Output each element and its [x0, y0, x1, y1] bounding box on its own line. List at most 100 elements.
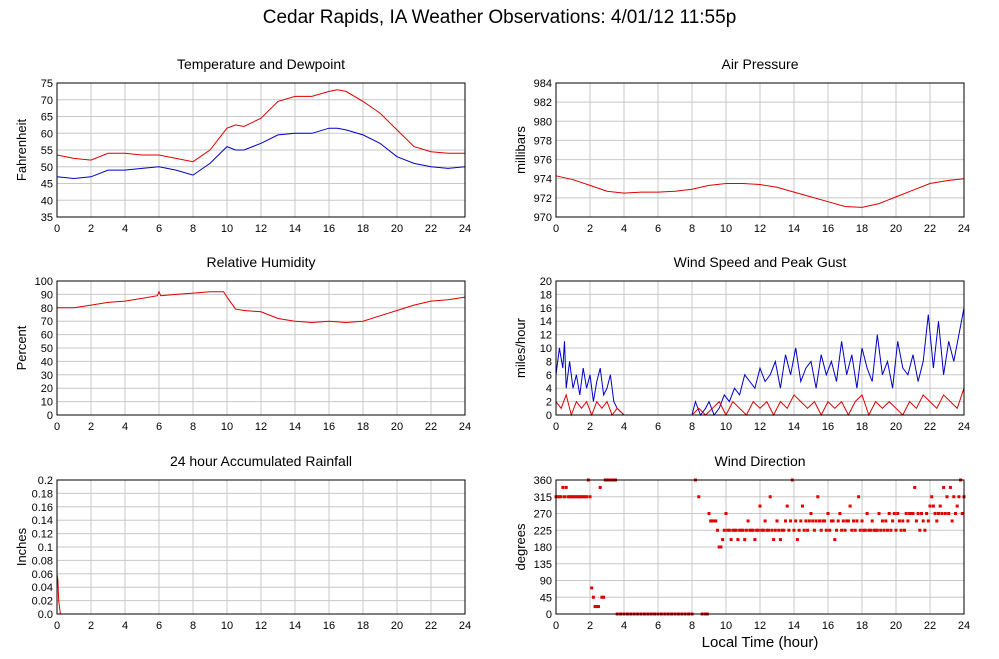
- y-tick-label: 90: [540, 576, 552, 588]
- data-point: [802, 528, 806, 532]
- y-axis-label: Fahrenheit: [14, 119, 29, 182]
- data-point: [814, 519, 818, 523]
- data-point: [931, 504, 935, 508]
- y-tick-label: 90: [41, 289, 53, 301]
- data-point: [836, 519, 840, 523]
- y-tick-label: 0.18: [32, 488, 53, 500]
- data-point: [918, 528, 922, 532]
- data-point: [595, 605, 599, 609]
- x-tick-label: 8: [689, 223, 695, 235]
- data-point: [739, 528, 743, 532]
- chart-title: 24 hour Accumulated Rainfall: [170, 453, 352, 469]
- data-point: [568, 495, 572, 499]
- data-point: [833, 538, 837, 542]
- data-point: [823, 519, 827, 523]
- y-tick-label: 976: [534, 155, 552, 167]
- y-tick-label: 0.0: [38, 609, 53, 621]
- data-point: [600, 595, 604, 599]
- y-tick-label: 50: [41, 162, 53, 174]
- y-axis-label: miles/hour: [513, 317, 528, 378]
- y-tick-label: 4: [546, 383, 552, 395]
- y-tick-label: 18: [540, 289, 552, 301]
- y-tick-label: 45: [41, 179, 53, 191]
- data-point: [727, 528, 731, 532]
- data-point: [880, 519, 884, 523]
- y-tick-label: 40: [41, 356, 53, 368]
- y-tick-label: 50: [41, 343, 53, 355]
- plot-frame: [555, 82, 965, 218]
- data-point: [926, 519, 930, 523]
- x-tick-label: 22: [924, 620, 936, 632]
- data-point: [867, 528, 871, 532]
- data-point: [819, 528, 823, 532]
- data-point: [860, 519, 864, 523]
- data-point: [908, 512, 912, 515]
- y-tick-label: 2: [546, 397, 552, 409]
- x-tick-label: 0: [54, 223, 60, 235]
- x-tick-label: 4: [122, 223, 128, 235]
- data-point: [853, 528, 857, 532]
- data-point: [697, 495, 701, 499]
- data-point: [831, 519, 835, 523]
- data-point: [801, 504, 804, 508]
- data-point: [848, 504, 852, 508]
- x-tick-label: 18: [357, 620, 369, 632]
- data-point: [797, 528, 801, 532]
- data-point: [948, 485, 952, 489]
- x-tick-label: 16: [323, 421, 335, 433]
- y-axis-label: millibars: [513, 126, 528, 174]
- y-tick-label: 70: [41, 316, 53, 328]
- y-tick-label: 65: [41, 112, 53, 124]
- data-point: [751, 528, 755, 532]
- plot-frame: [56, 280, 466, 416]
- data-point: [777, 528, 781, 532]
- data-point: [920, 512, 923, 515]
- data-point: [947, 512, 951, 515]
- plot-frame: [555, 280, 965, 416]
- data-point: [826, 512, 830, 515]
- data-point: [557, 495, 561, 499]
- data-point: [863, 528, 867, 532]
- x-tick-label: 20: [391, 620, 403, 632]
- x-tick-label: 0: [54, 421, 60, 433]
- data-point: [743, 538, 747, 542]
- data-point: [789, 519, 793, 523]
- x-tick-label: 18: [357, 421, 369, 433]
- x-tick-label: 16: [323, 223, 335, 235]
- data-point: [875, 528, 879, 532]
- data-point: [960, 512, 964, 515]
- x-tick-label: 6: [156, 421, 162, 433]
- data-point: [925, 512, 929, 515]
- data-point: [714, 519, 718, 523]
- plot-frame: [56, 479, 466, 615]
- y-tick-label: 60: [41, 330, 53, 342]
- data-point: [785, 504, 789, 508]
- series-line-1: [57, 290, 466, 324]
- y-tick-label: 360: [534, 475, 552, 487]
- y-tick-label: 10: [41, 397, 53, 409]
- y-tick-label: 135: [534, 559, 552, 571]
- data-point: [845, 519, 849, 523]
- data-point: [806, 528, 810, 532]
- data-point: [857, 495, 861, 499]
- data-point: [756, 528, 760, 532]
- series-line-2: [56, 127, 466, 180]
- data-point: [571, 495, 575, 499]
- data-point: [928, 504, 932, 508]
- x-tick-label: 14: [289, 421, 301, 433]
- data-point: [733, 528, 736, 532]
- x-tick-label: 8: [190, 421, 196, 433]
- data-point: [921, 519, 925, 523]
- data-point: [945, 495, 949, 499]
- data-point: [828, 528, 832, 532]
- x-tick-label: 2: [587, 223, 593, 235]
- plot-frame: [555, 479, 965, 615]
- data-point: [734, 528, 738, 532]
- data-point: [719, 545, 723, 549]
- x-tick-label: 14: [289, 620, 301, 632]
- data-point: [772, 538, 776, 542]
- data-point: [581, 495, 585, 499]
- y-axis-label: Percent: [14, 325, 29, 370]
